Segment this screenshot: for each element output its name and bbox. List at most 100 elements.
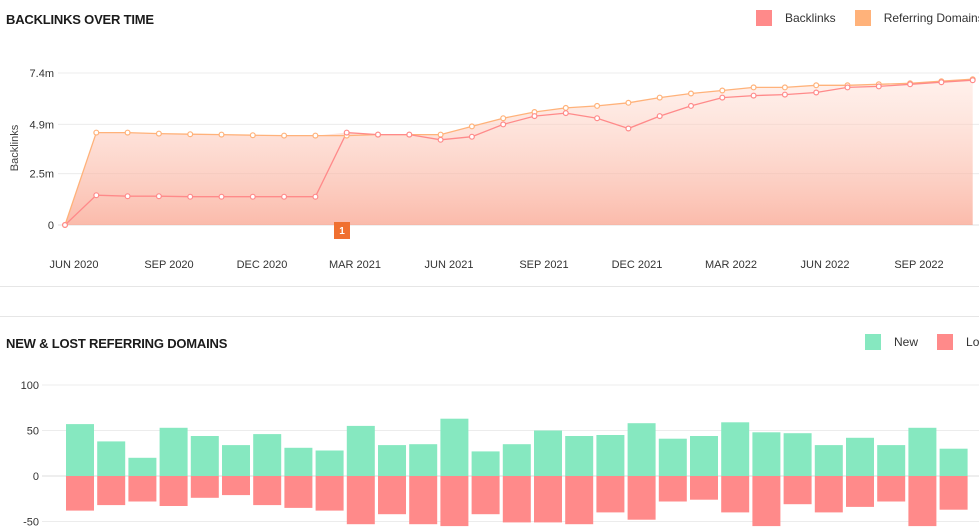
- bar-new: [66, 424, 94, 476]
- legend-label-referring-domains[interactable]: Referring Domains: [883, 11, 979, 25]
- backlinks-legend: Backlinks Referring Domains: [756, 10, 979, 26]
- bar-lost: [846, 476, 874, 507]
- data-point-referring-domains: [813, 82, 820, 89]
- data-point-backlinks: [93, 192, 100, 199]
- y-tick-label: -50: [23, 517, 39, 529]
- backlinks-section: BACKLINKS OVER TIME Backlinks Referring …: [0, 10, 979, 287]
- legend-swatch-lost[interactable]: [937, 334, 954, 350]
- data-point-backlinks: [969, 77, 976, 84]
- bar-new: [97, 441, 126, 476]
- x-tick-label: MAR 2022: [705, 259, 757, 271]
- data-point-backlinks: [343, 129, 350, 136]
- data-point-backlinks: [468, 133, 475, 140]
- bar-lost: [596, 476, 625, 513]
- data-point-referring-domains: [625, 99, 632, 106]
- bar-new: [409, 444, 438, 477]
- data-point-backlinks: [437, 136, 444, 143]
- bar-lost: [939, 476, 968, 510]
- data-point-backlinks: [781, 91, 788, 98]
- x-tick-label: JUN 2020: [50, 259, 99, 271]
- data-point-backlinks: [281, 193, 288, 200]
- bar-new: [596, 435, 625, 476]
- domains-chart: 100 50 0 -50: [21, 380, 979, 529]
- data-point-referring-domains: [281, 132, 288, 139]
- x-tick-label: JUN 2021: [425, 259, 474, 271]
- data-point-referring-domains: [562, 104, 569, 111]
- bar-lost: [627, 476, 656, 520]
- legend-label-lost[interactable]: Lost: [966, 335, 979, 349]
- bar-lost: [128, 476, 157, 502]
- bar-new: [690, 436, 718, 476]
- bar-new: [908, 427, 937, 476]
- bar-lost: [534, 476, 562, 523]
- bar-lost: [502, 476, 531, 523]
- data-point-referring-domains: [155, 130, 162, 137]
- backlinks-title: BACKLINKS OVER TIME: [6, 12, 154, 27]
- bar-lost: [346, 476, 375, 525]
- y-axis-label: Backlinks: [9, 124, 21, 171]
- bar-lost: [315, 476, 344, 511]
- annotation-marker[interactable]: 1: [334, 222, 350, 239]
- bar-lost: [378, 476, 406, 515]
- bar-new: [315, 450, 344, 476]
- referring-domains-section: NEW & LOST REFERRING DOMAINS New Lost 10…: [0, 316, 979, 529]
- domains-legend: New Lost: [865, 334, 979, 350]
- bar-new: [627, 423, 656, 476]
- series-line-referring-domains: [64, 78, 973, 226]
- y-tick-label: 50: [27, 426, 39, 438]
- data-point-referring-domains: [656, 94, 663, 101]
- bar-new: [284, 447, 313, 476]
- bar-lost: [721, 476, 750, 513]
- x-tick-label: MAR 2021: [329, 259, 381, 271]
- data-point-backlinks: [907, 81, 914, 88]
- bar-lost: [814, 476, 843, 513]
- y-tick-label: 100: [21, 380, 39, 392]
- legend-swatch-new[interactable]: [865, 334, 881, 350]
- data-point-backlinks: [218, 193, 225, 200]
- area-fill: [65, 79, 973, 225]
- legend-swatch-referring-domains[interactable]: [854, 10, 871, 26]
- data-point-backlinks: [750, 92, 757, 99]
- bar-lost: [908, 476, 937, 527]
- bar-new: [378, 445, 406, 476]
- bar-new: [846, 437, 874, 476]
- data-point-referring-domains: [500, 115, 507, 122]
- bar-new: [534, 430, 562, 476]
- legend-label-backlinks[interactable]: Backlinks: [785, 11, 836, 25]
- bar-lost: [783, 476, 812, 505]
- bar-new: [939, 448, 968, 476]
- bar-lost: [440, 476, 469, 527]
- data-point-referring-domains: [187, 131, 194, 138]
- bar-lost: [565, 476, 594, 525]
- bar-lost: [690, 476, 718, 500]
- bar-lost: [190, 476, 219, 498]
- data-point-referring-domains: [437, 131, 444, 138]
- data-point-referring-domains: [124, 129, 131, 136]
- x-tick-label: JUN 2022: [801, 259, 850, 271]
- legend-swatch-backlinks[interactable]: [756, 10, 772, 26]
- domains-title: NEW & LOST REFERRING DOMAINS: [6, 336, 228, 351]
- data-point-referring-domains: [312, 132, 319, 139]
- data-point-referring-domains: [218, 131, 225, 138]
- bar-new: [565, 436, 594, 476]
- data-point-backlinks: [687, 102, 694, 109]
- bar-new: [752, 432, 781, 476]
- x-tick-label: DEC 2020: [237, 259, 288, 271]
- data-point-referring-domains: [249, 132, 256, 139]
- legend-label-new[interactable]: New: [894, 335, 919, 349]
- bar-new: [159, 427, 188, 476]
- data-point-backlinks: [406, 131, 413, 138]
- bar-new: [877, 445, 906, 476]
- bar-new: [128, 457, 157, 476]
- x-tick-label: SEP 2022: [894, 259, 943, 271]
- bar-lost: [222, 476, 250, 496]
- annotation-label: 1: [339, 226, 345, 237]
- bar-new: [814, 445, 843, 476]
- bar-new: [346, 425, 375, 476]
- data-point-backlinks: [61, 222, 68, 229]
- bar-new: [440, 418, 469, 476]
- bar-new: [253, 434, 282, 476]
- bar-lost: [253, 476, 282, 506]
- y-tick-label: 0: [48, 220, 54, 232]
- data-point-referring-domains: [468, 123, 475, 130]
